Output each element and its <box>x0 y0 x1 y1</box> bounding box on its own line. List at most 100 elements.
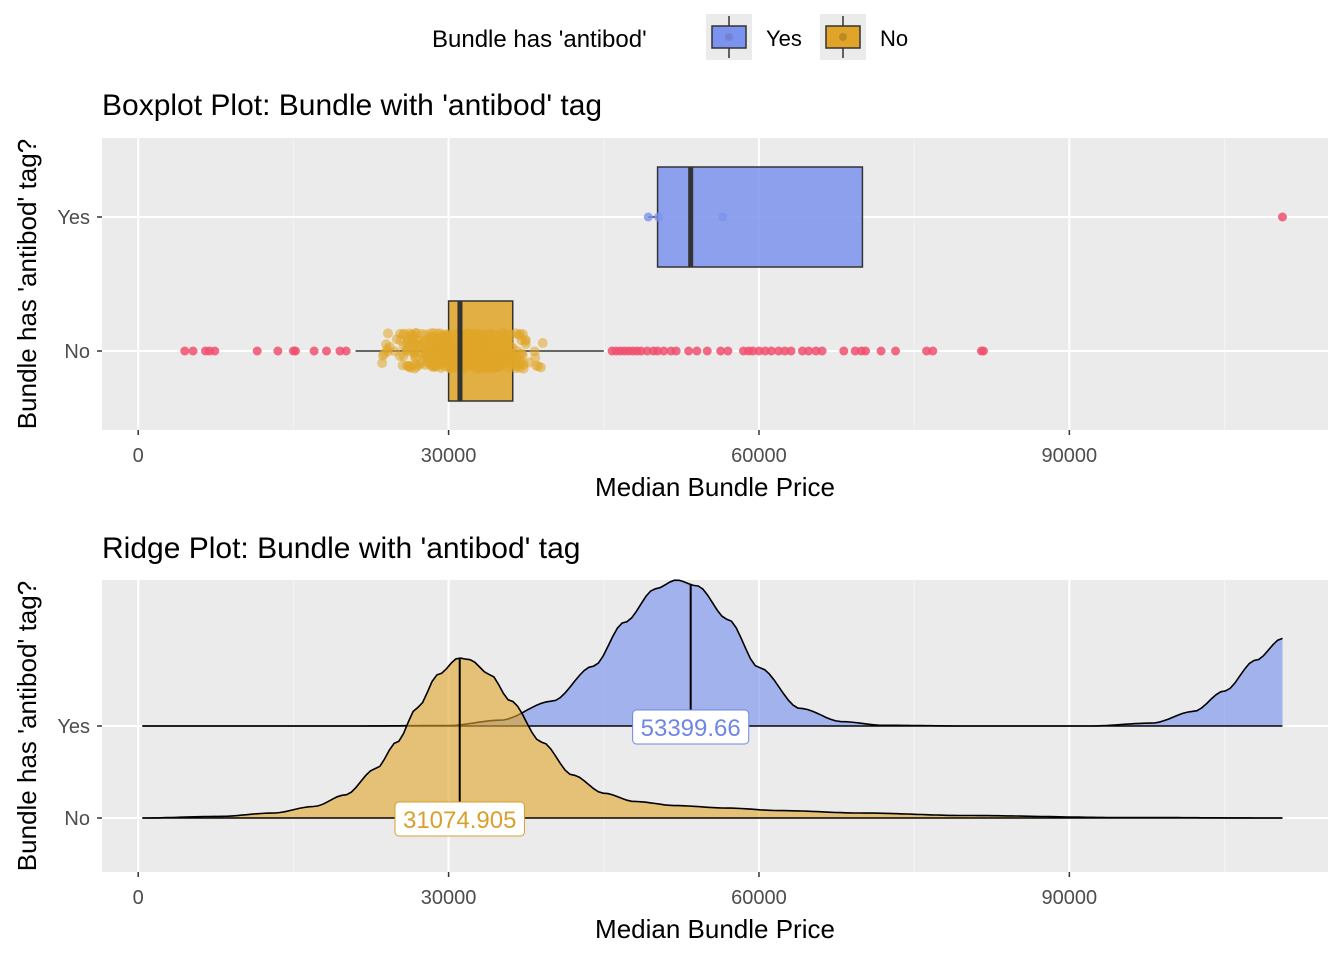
y-tick-label: Yes <box>57 716 90 738</box>
jitter-point-no <box>382 328 393 339</box>
outlier-point <box>978 346 988 356</box>
y-tick-label: No <box>64 808 90 830</box>
jitter-point-no <box>469 332 480 343</box>
outlier-point <box>188 346 198 356</box>
jitter-point-yes <box>643 212 653 222</box>
jitter-point-no <box>517 357 528 368</box>
boxplot-axes: 0 30000 60000 90000 Yes No <box>57 207 1097 467</box>
jitter-point-no <box>529 346 540 357</box>
jitter-point-no <box>431 350 442 361</box>
outlier-point <box>786 346 796 356</box>
boxplot-marks <box>180 166 1287 402</box>
legend-title: Bundle has 'antibod' <box>432 26 647 53</box>
outlier-point <box>797 346 807 356</box>
legend-item-no: No <box>820 14 908 60</box>
x-tick-label: 0 <box>133 445 144 467</box>
median-label-text-yes: 53399.66 <box>641 715 741 742</box>
jitter-point-no <box>411 353 422 364</box>
x-tick-label: 90000 <box>1042 887 1098 909</box>
jitter-point-no <box>486 335 497 346</box>
outlier-point <box>642 346 652 356</box>
ridge-x-axis-title: Median Bundle Price <box>595 914 835 944</box>
median-label-no: 31074.905 <box>394 801 525 837</box>
outlier-point <box>760 346 770 356</box>
outlier-point <box>891 346 901 356</box>
outlier-point <box>210 346 220 356</box>
outlier-point <box>309 346 319 356</box>
jitter-point-no <box>429 332 440 343</box>
outlier-point <box>928 346 938 356</box>
outlier-point <box>817 346 827 356</box>
boxplot-y-axis-title: Bundle has 'antibod' tag? <box>12 139 42 429</box>
median-label-text-no: 31074.905 <box>403 807 516 834</box>
jitter-point-no <box>501 331 512 342</box>
jitter-point-no <box>445 340 456 351</box>
outlier-point <box>659 346 669 356</box>
jitter-point-no <box>478 344 489 355</box>
jitter-point-no <box>464 348 475 359</box>
outlier-point <box>723 346 733 356</box>
boxplot-x-axis-title: Median Bundle Price <box>595 472 835 502</box>
outlier-point <box>684 346 694 356</box>
x-tick-label: 60000 <box>731 887 787 909</box>
legend: Bundle has 'antibod' Yes No <box>432 14 908 60</box>
median-label-box-no <box>394 801 525 837</box>
ridge-area-no <box>142 658 1283 818</box>
outlier-point <box>716 346 726 356</box>
legend-key-no-dot <box>839 33 847 41</box>
median-label-yes: 53399.66 <box>632 709 750 745</box>
jitter-point-no <box>470 342 481 353</box>
boxplot-title: Boxplot Plot: Bundle with 'antibod' tag <box>102 89 602 122</box>
jitter-point-yes <box>654 212 664 222</box>
jitter-point-no <box>433 342 444 353</box>
outlier-point <box>180 346 190 356</box>
jitter-point-no <box>410 328 421 339</box>
ridge-axes: 0 30000 60000 90000 Yes No <box>57 716 1097 909</box>
outlier-point <box>780 346 790 356</box>
outlier-point <box>774 346 784 356</box>
outlier-point <box>636 346 646 356</box>
jitter-point-no <box>377 358 388 369</box>
jitter-point-no <box>477 332 488 343</box>
legend-label-yes: Yes <box>766 26 802 51</box>
legend-item-yes: Yes <box>706 14 802 60</box>
ridge-panel: Ridge Plot: Bundle with 'antibod' tag 53… <box>12 532 1328 944</box>
ridge-y-axis-title: Bundle has 'antibod' tag? <box>12 581 42 871</box>
outlier-point <box>692 346 702 356</box>
boxplot-panel: Boxplot Plot: Bundle with 'antibod' tag … <box>12 89 1328 502</box>
jitter-point-no <box>381 339 392 350</box>
jitter-point-no <box>441 355 452 366</box>
y-tick-label: No <box>64 341 90 363</box>
outlier-point <box>922 346 932 356</box>
jitter-point-no <box>492 353 503 364</box>
outlier-point <box>322 346 332 356</box>
outlier-point <box>252 346 262 356</box>
ridge-title: Ridge Plot: Bundle with 'antibod' tag <box>102 532 580 565</box>
outlier-point <box>766 346 776 356</box>
x-tick-label: 0 <box>133 887 144 909</box>
ridge-marks: 53399.66 31074.905 <box>142 579 1283 837</box>
outlier-point <box>273 346 283 356</box>
ridge-area-yes <box>142 580 1283 726</box>
jitter-point-no <box>449 351 460 362</box>
outlier-point <box>671 346 681 356</box>
jitter-point-no <box>537 337 548 348</box>
y-tick-label: Yes <box>57 207 90 229</box>
outlier-point <box>335 346 345 356</box>
outlier-point <box>748 346 758 356</box>
x-tick-label: 90000 <box>1042 445 1098 467</box>
outlier-point <box>804 346 814 356</box>
outlier-point <box>861 346 871 356</box>
jitter-point-yes <box>718 212 728 222</box>
jitter-point-no <box>517 329 528 340</box>
outlier-point <box>290 346 300 356</box>
legend-key-yes-dot <box>725 33 733 41</box>
jitter-point-no <box>508 352 519 363</box>
outlier-point <box>839 346 849 356</box>
jitter-point-no <box>409 338 420 349</box>
outlier-point <box>341 346 351 356</box>
jitter-point-no <box>402 343 413 354</box>
x-tick-label: 30000 <box>421 887 477 909</box>
x-tick-label: 30000 <box>421 445 477 467</box>
